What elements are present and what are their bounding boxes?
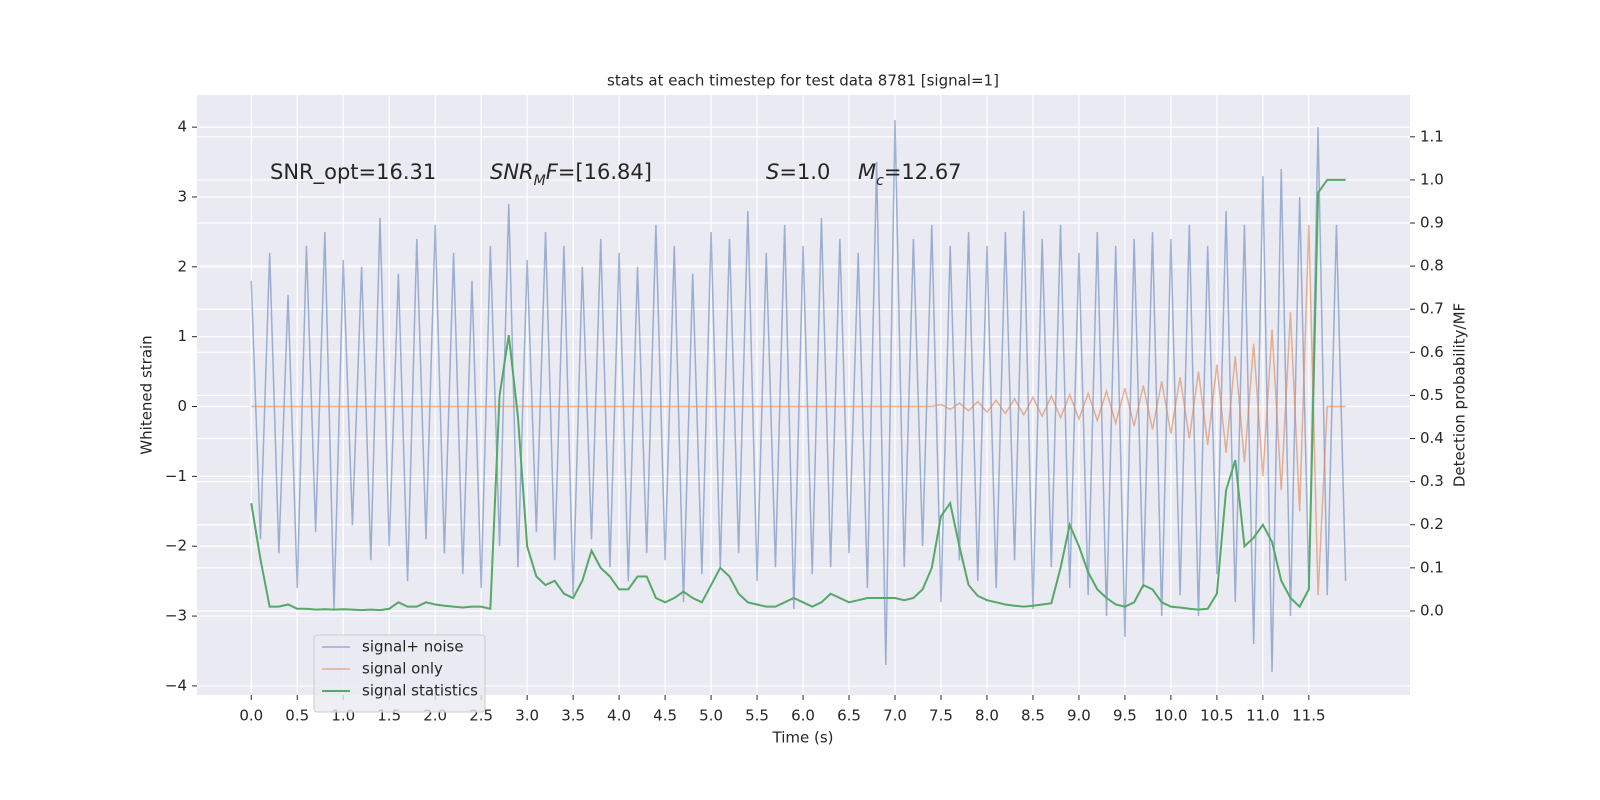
x-tick-label: 11.5 [1292,707,1325,725]
x-tick-label: 6.5 [837,707,861,725]
x-tick-label: 7.0 [883,707,907,725]
annotation: S=1.0 [766,160,830,184]
x-tick-label: 4.5 [653,707,677,725]
annotation: Mc=12.67 [858,160,962,189]
x-tick-label: 9.0 [1067,707,1091,725]
series-line [250,178,1346,612]
y2-tick-label: 1.0 [1420,170,1444,188]
annotation-part: =12.67 [884,160,962,184]
annotation-part: SNR_opt=16.31 [270,160,436,185]
y-tick-label: −4 [165,676,187,694]
x-tick-label: 6.0 [791,707,815,725]
series-line [250,120,1347,672]
x-tick-label: 10.5 [1200,707,1233,725]
annotation-part: M [534,173,546,189]
y-axis-label: Whitened strain [138,335,156,454]
annotation: SNRMF=[16.84] [490,160,652,189]
axes: 0.0 0.5 1.0 1.5 2.0 2.5 3.0 3.5 4.0 4.5 5.0 5.5 6.0 6… [165,118,1444,725]
x-tick-label: 9.5 [1113,707,1137,725]
y-tick-label: −1 [165,467,187,485]
x-tick-label: 0.0 [239,707,263,725]
y2-tick-label: 0.7 [1420,300,1444,318]
y2-tick-label: 1.1 [1420,127,1444,145]
legend-label: signal statistics [362,682,478,700]
x-tick-label: 5.0 [699,707,723,725]
annotation-part: =1.0 [779,160,830,184]
x-tick-label: 0.5 [285,707,309,725]
y-tick-label: −3 [165,607,187,625]
y2-tick-label: 0.4 [1420,429,1444,447]
y2-tick-label: 0.6 [1420,343,1444,361]
y-tick-label: 0 [177,397,187,415]
annotation-part: c [876,173,884,189]
x-tick-label: 8.0 [975,707,999,725]
y2-tick-label: 0.5 [1420,386,1444,404]
y2-tick-label: 0.2 [1420,515,1444,533]
x-tick-label: 8.5 [1021,707,1045,725]
x-tick-label: 10.0 [1154,707,1187,725]
x-tick-label: 3.5 [561,707,585,725]
y2-tick-label: 0.3 [1420,472,1444,490]
annotation-part: S [766,160,779,184]
x-tick-label: 5.5 [745,707,769,725]
x-tick-label: 3.0 [515,707,539,725]
annotation: SNR_opt=16.31 [270,160,436,185]
annotation-part: SNR [490,160,534,184]
annotation-part: F [546,160,559,184]
annotation-part: =[16.84] [558,160,652,184]
legend-label: signal only [362,660,443,678]
x-tick-label: 7.5 [929,707,953,725]
legend-label: signal+ noise [362,638,464,656]
legend-box [313,634,486,713]
series-line [251,224,1346,596]
y-tick-label: 2 [177,257,187,275]
y-tick-label: 3 [177,187,187,205]
marks [250,120,1347,672]
x-axis-label: Time (s) [772,729,834,747]
x-tick-label: 4.0 [607,707,631,725]
x-tick-label: 11.0 [1246,707,1279,725]
y2-tick-label: 0.8 [1420,257,1444,275]
y2-axis-label: Detection probability/MF [1451,303,1469,487]
y-tick-label: 1 [177,327,187,345]
chart-title: stats at each timestep for test data 878… [607,72,999,90]
y2-tick-label: 0.0 [1420,601,1444,619]
y-tick-label: 4 [177,118,187,136]
y2-tick-label: 0.9 [1420,214,1444,232]
annotation-part: M [858,160,876,184]
y2-tick-label: 0.1 [1420,558,1444,576]
y-tick-label: −2 [165,537,187,555]
